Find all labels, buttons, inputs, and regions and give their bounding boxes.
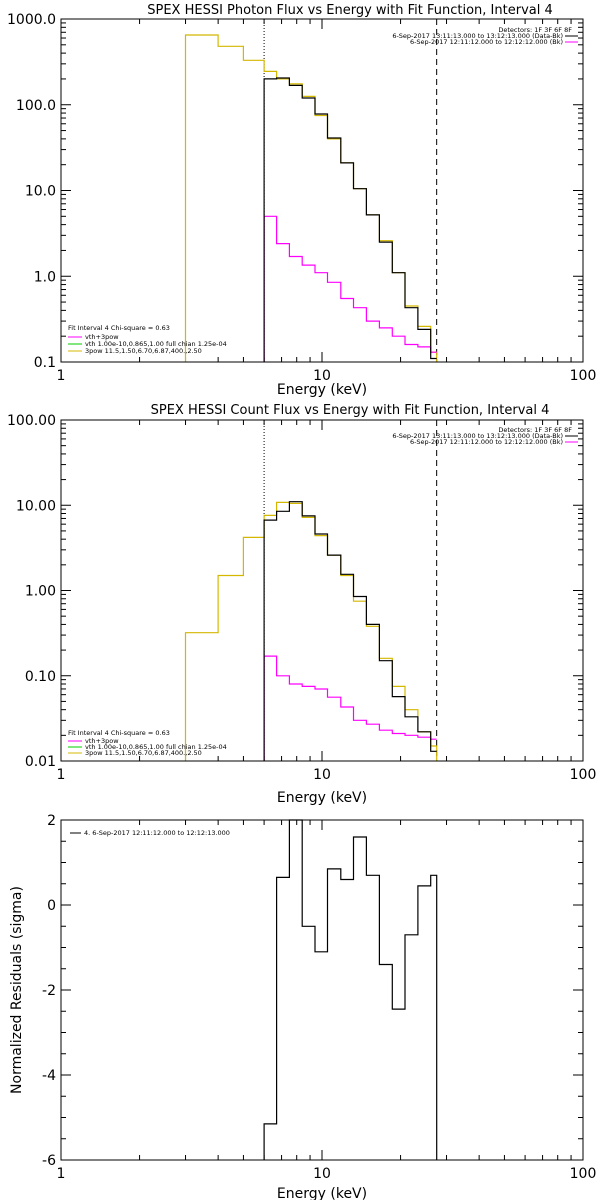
count-flux-legend-vth3pow: vth+3pow [85,737,119,745]
residuals-ylabel: Normalized Residuals (sigma) [9,886,25,1094]
photon-flux-fit-histogram [184,34,438,362]
count-flux-xlabel: Energy (keV) [277,790,367,806]
photon-flux-legend-data: 6-Sep-2017 13:11:13.000 to 13:12:13.000 … [392,32,563,40]
count-flux-ytick-label: 10.00 [16,498,56,514]
photon-flux-frame [60,18,584,363]
count-flux-title: SPEX HESSI Count Flux vs Energy with Fit… [151,403,550,418]
count-flux-ytick-label: 0.10 [25,669,56,685]
residuals-residuals-histogram [263,819,438,1160]
photon-flux-panel: SPEX HESSI Photon Flux vs Energy with Fi… [7,3,596,398]
residuals-xtick-label: 10 [313,1166,331,1182]
photon-flux-xtick-label: 10 [313,368,331,384]
residuals-ytick-label: 0 [47,898,56,914]
photon-flux-title: SPEX HESSI Photon Flux vs Energy with Fi… [147,3,553,18]
count-flux-xtick-label: 1 [57,767,66,783]
count-flux-ytick-label: 1.00 [25,584,56,600]
residuals-frame [60,819,584,1161]
photon-flux-ytick-label: 10.0 [25,184,56,200]
count-flux-xtick-label: 100 [570,767,597,783]
residuals-xtick-label: 100 [570,1166,597,1182]
photon-flux-xtick-label: 1 [57,368,66,384]
photon-flux-fit-info: Fit Interval 4 Chi-square = 0.63 [68,324,170,332]
count-flux-ytick-label: 100.00 [7,413,56,429]
photon-flux-legend-3pow: 3pow 11.5,1.50,6.70,6.87,400.,2.50 [85,347,202,355]
photon-flux-ytick-label: 0.1 [34,355,56,371]
residuals-xlabel: Energy (keV) [277,1186,367,1200]
count-flux-frame [60,419,584,762]
residuals-ytick-label: 2 [47,813,56,829]
photon-flux-data-histogram [263,77,437,362]
count-flux-legend-3pow: 3pow 11.5,1.50,6.70,6.87,400.,2.50 [85,749,202,757]
residuals-legend-label: 4. 6-Sep-2017 12:11:12.000 to 12:12:13.0… [84,829,230,837]
count-flux-ytick-label: 0.01 [25,754,56,770]
residuals-ytick-label: -6 [42,1153,56,1169]
photon-flux-legend-bk: 6-Sep-2017 12:11:12.000 to 12:12:12.000 … [410,38,563,46]
count-flux-legend-vth: vth 1.00e-10,0.865,1.00 full chian 1.25e… [85,743,227,751]
residuals-ytick-label: -4 [42,1068,56,1084]
photon-flux-background-histogram [263,215,437,362]
count-flux-background-histogram [263,655,437,761]
count-flux-legend-bk: 6-Sep-2017 12:11:12.000 to 12:12:12.000 … [410,438,563,446]
residuals-panel: 1 10 100 -6 -4 -2 0 2 Energy (keV) Normalized R… [9,813,596,1200]
photon-flux-ytick-label: 100.0 [16,98,56,114]
photon-flux-legend-vth3pow: vth+3pow [85,333,119,341]
residuals-ytick-label: -2 [42,983,56,999]
count-flux-fit-info: Fit Interval 4 Chi-square = 0.63 [68,729,170,737]
photon-flux-detectors: Detectors: 1F 3F 6F 8F [498,26,572,34]
photon-flux-legend-vth: vth 1.00e-10,0.865,1.00 full chian 1.25e… [85,340,227,348]
count-flux-legend-data: 6-Sep-2017 13:11:13.000 to 13:12:13.000 … [392,432,563,440]
photon-flux-xtick-label: 100 [570,368,597,384]
count-flux-xtick-label: 10 [313,767,331,783]
count-flux-data-histogram [263,501,437,761]
count-flux-panel: SPEX HESSI Count Flux vs Energy with Fit… [7,403,596,806]
residuals-xtick-label: 1 [57,1166,66,1182]
count-flux-detectors: Detectors: 1F 3F 6F 8F [498,426,572,434]
photon-flux-ytick-label: 1.0 [34,269,56,285]
photon-flux-plot-area: 1 10 100 0.1 1.0 10.0 100.0 1000.0 [7,12,596,384]
photon-flux-xlabel: Energy (keV) [277,382,367,398]
photon-flux-ytick-label: 1000.0 [7,12,56,28]
